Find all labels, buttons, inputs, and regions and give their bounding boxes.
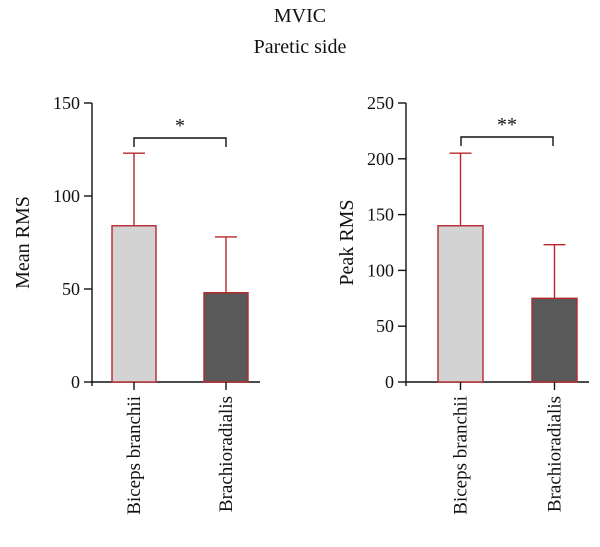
chart-panel-peak-rms: 0 50 100 150 200 250 Peak RMS Biceps branchii Br… — [336, 93, 589, 515]
bar-brachioradialis — [203, 292, 249, 383]
figure-subtitle: Paretic side — [254, 36, 347, 58]
significance-label: ** — [497, 114, 517, 136]
y-tick-label: 50 — [62, 279, 80, 299]
y-tick-label: 150 — [367, 205, 394, 225]
significance-bracket — [460, 136, 554, 146]
y-tick-label: 50 — [376, 316, 394, 336]
figure-title: MVIC — [274, 5, 326, 27]
bar-brachioradialis — [531, 297, 578, 383]
bar-biceps-branchii — [437, 225, 484, 383]
bar-biceps-branchii — [111, 225, 157, 383]
chart-panel-mean-rms: 0 50 100 150 Mean RMS Biceps branchii Brachior… — [12, 93, 260, 515]
y-axis-label: Mean RMS — [12, 196, 34, 289]
y-axis-label: Peak RMS — [336, 199, 358, 285]
y-tick-label: 200 — [367, 149, 394, 169]
category-label: Biceps branchii — [451, 396, 472, 515]
category-label: Brachioradialis — [216, 396, 237, 512]
y-tick-label: 250 — [367, 93, 394, 113]
y-tick-label: 0 — [71, 372, 80, 392]
y-tick-label: 100 — [53, 186, 80, 206]
significance-label: * — [175, 115, 185, 137]
category-label: Biceps branchii — [124, 396, 145, 515]
y-tick-label: 100 — [367, 260, 394, 280]
y-tick-label: 150 — [53, 93, 80, 113]
y-tick-label: 0 — [385, 372, 394, 392]
category-label: Brachioradialis — [545, 396, 566, 512]
significance-bracket — [133, 137, 227, 147]
